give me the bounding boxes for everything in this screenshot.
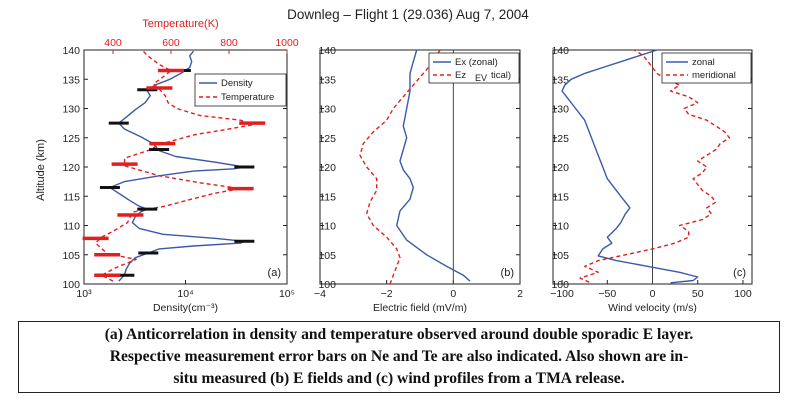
legend-label-ex: Ex (zonal) — [455, 57, 498, 68]
x-axis-label: Density(cm⁻³) — [153, 302, 218, 314]
panel-b: 100 105 110 115 120 125 130 135 140 −4 −2 0 2 Electri… — [314, 45, 523, 314]
series-line-ex-zonal- — [396, 49, 471, 282]
panel-c: 100 105 110 115 120 125 130 135 140 −100 −50 0 50 100… — [550, 45, 753, 314]
y-tick-label: 125 — [62, 133, 80, 145]
legend-box — [428, 52, 520, 84]
legend-label-zonal: zonal — [692, 57, 715, 68]
series-line-meridional — [579, 49, 731, 283]
x-axis-label: Electric field (mV/m) — [373, 302, 467, 314]
y-tick-label: 135 — [318, 74, 336, 86]
x-tick-label: −100 — [550, 288, 574, 300]
x-tick-label: 0 — [450, 288, 456, 300]
legend: Ex (zonal) Ez EV tical) — [428, 52, 520, 84]
y-tick-label: 105 — [62, 250, 80, 262]
panel-label: (c) — [733, 267, 746, 279]
x-tick-label: −4 — [314, 288, 326, 300]
caption-line-2: Respective measurement error bars on Ne … — [109, 348, 689, 365]
x-axis-label: Wind velocity (m/s) — [608, 302, 697, 314]
y-tick-label: 135 — [551, 74, 569, 86]
top-x-tick-label: 600 — [162, 37, 180, 49]
y-tick-label: 120 — [62, 162, 80, 174]
panel-a: 100 105 110 115 120 125 130 135 140 10³ 10⁴ 10⁵ Dens… — [62, 18, 298, 314]
y-tick-label: 115 — [552, 191, 569, 203]
legend-label-ev: EV — [475, 73, 487, 83]
x-tick-label: 50 — [692, 288, 704, 300]
figure-caption: (a) Anticorrelation in density and tempe… — [18, 321, 780, 393]
y-tick-label: 130 — [551, 104, 569, 116]
x-tick-label: 10³ — [76, 288, 92, 300]
caption-line-1: (a) Anticorrelation in density and tempe… — [104, 326, 694, 343]
series-line-zonal — [561, 49, 699, 284]
y-tick-label: 115 — [63, 191, 80, 203]
y-tick-label: 120 — [318, 162, 336, 174]
plot-frame — [319, 49, 521, 285]
y-tick-label: 125 — [318, 133, 336, 145]
x-tick-label: 10⁴ — [177, 288, 193, 300]
x-tick-label: 100 — [734, 288, 752, 300]
y-tick-label: 135 — [62, 74, 80, 86]
legend: Density Temperature — [194, 73, 287, 107]
series-line-ez — [359, 49, 441, 285]
legend-label-temperature: Temperature — [221, 92, 274, 103]
x-tick-label: 2 — [517, 288, 523, 300]
top-x-axis-label: Temperature(K) — [142, 18, 218, 30]
y-tick-label: 100 — [62, 279, 80, 291]
y-tick-label: 100 — [318, 279, 336, 291]
y-tick-label: 140 — [551, 45, 569, 57]
y-tick-label: 115 — [319, 191, 336, 203]
legend-label-tical: tical) — [491, 70, 511, 81]
y-tick-label: 140 — [62, 45, 80, 57]
legend-box — [661, 52, 752, 84]
y-tick-label: 110 — [63, 221, 80, 233]
y-tick-label: 110 — [552, 221, 569, 233]
y-tick-label: 130 — [62, 104, 80, 116]
x-tick-label: 10⁵ — [279, 288, 295, 300]
top-x-tick-label: 800 — [220, 37, 238, 49]
y-tick-label: 140 — [318, 45, 336, 57]
x-tick-label: 0 — [650, 288, 656, 300]
legend-label-density: Density — [221, 78, 253, 89]
caption-line-3: situ measured (b) E fields and (c) wind … — [173, 370, 625, 387]
top-x-tick-label: 1000 — [275, 37, 299, 49]
legend-label-meridional: meridional — [692, 70, 736, 81]
legend-box — [194, 73, 287, 107]
x-tick-label: −2 — [381, 288, 393, 300]
y-tick-label: 105 — [318, 250, 336, 262]
altitude-axis-label: Altitude (km) — [35, 139, 47, 201]
legend-label-ez: Ez — [455, 70, 466, 81]
y-tick-label: 110 — [319, 221, 336, 233]
y-tick-label: 130 — [318, 104, 336, 116]
y-tick-label: 120 — [551, 162, 569, 174]
panel-label: (a) — [268, 267, 281, 279]
figure-title: Downleg – Flight 1 (29.036) Aug 7, 2004 — [287, 7, 529, 22]
panel-label: (b) — [501, 267, 514, 279]
legend: zonal meridional — [661, 52, 752, 84]
y-tick-label: 105 — [551, 250, 569, 262]
y-tick-label: 125 — [551, 133, 569, 145]
top-x-tick-label: 400 — [104, 37, 122, 49]
y-tick-label: 100 — [551, 279, 569, 291]
x-tick-label: −50 — [598, 288, 616, 300]
